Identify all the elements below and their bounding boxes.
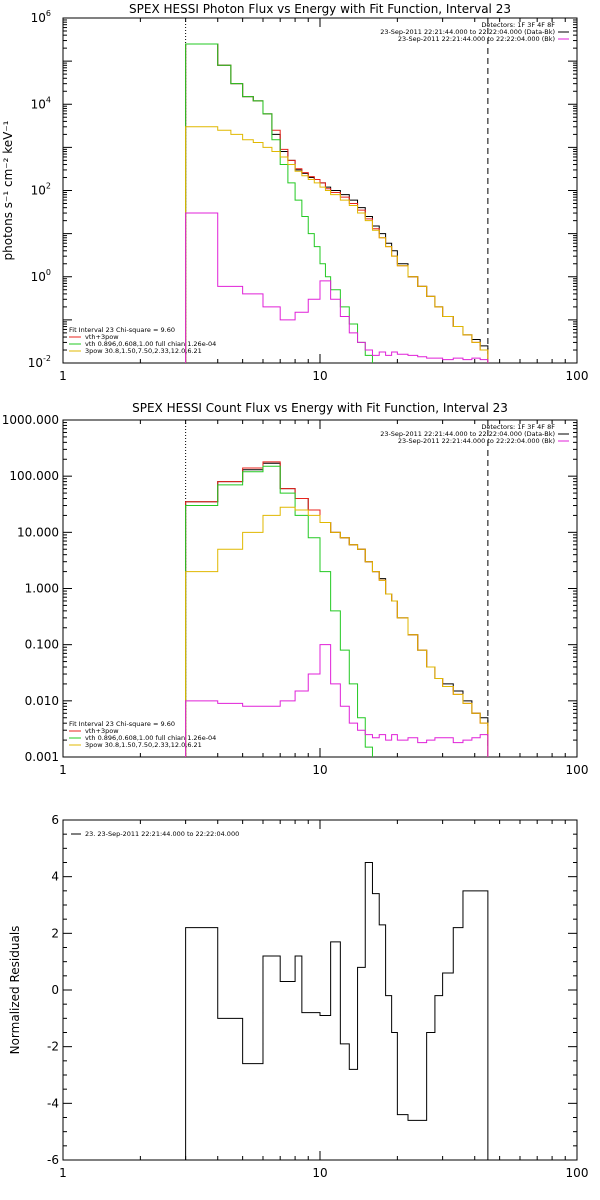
y-tick-label: 0.100 (25, 638, 59, 652)
y-tick-exponent: -2 (43, 354, 51, 363)
y-axis-label: photons s⁻¹ cm⁻² keV⁻¹ (1, 120, 15, 260)
series-group (185, 461, 489, 757)
y-tick-label: 4 (51, 870, 59, 884)
legend-entry: 23-Sep-2011 22:21:44.000 to 22:22:04.000… (380, 28, 555, 36)
series-group (185, 43, 489, 363)
x-tick-label: 1 (59, 763, 67, 777)
series-group (185, 862, 489, 1160)
legend-entry: vth 0.896,0.608,1.00 full chian 1.26e-04 (85, 734, 216, 742)
x-tick-label: 1 (59, 369, 67, 383)
x-tick-label: 10 (312, 763, 327, 777)
x-tick-label: 100 (566, 1166, 589, 1180)
y-tick-label: 0.001 (25, 750, 59, 764)
legend-entry: 23-Sep-2011 22:21:44.000 to 22:22:04.000… (380, 430, 555, 438)
y-tick-base: 10 (31, 97, 46, 111)
series-line-5 (185, 644, 489, 757)
y-tick-label: 0.010 (25, 694, 59, 708)
series-line-3 (185, 43, 373, 363)
y-tick-exponent: 4 (46, 95, 51, 104)
x-tick-label: 1 (59, 1166, 67, 1180)
chart-panel-1: SPEX HESSI Photon Flux vs Energy with Fi… (1, 2, 589, 383)
chart-panel-2: SPEX HESSI Count Flux vs Energy with Fit… (2, 401, 589, 777)
chart-title: SPEX HESSI Photon Flux vs Energy with Fi… (129, 2, 511, 16)
x-tick-label: 10 (312, 1166, 327, 1180)
plot-frame (62, 819, 578, 1161)
y-tick-label: 10-2 (28, 354, 51, 370)
y-tick-base: 10 (28, 356, 43, 370)
y-axis-label: Normalized Residuals (8, 926, 22, 1055)
legend-entry: Fit Interval 23 Chi-square = 9.60 (69, 720, 175, 728)
y-tick-label: 100.000 (9, 469, 59, 483)
x-tick-label: 100 (566, 763, 589, 777)
x-tick-label: 100 (566, 369, 589, 383)
legend-entry: Detectors: 1F 3F 4F 8F (481, 21, 555, 29)
series-line-4 (185, 506, 489, 757)
y-tick-base: 10 (31, 11, 46, 25)
y-tick-label: 0 (51, 983, 59, 997)
legend-entry: 23. 23-Sep-2011 22:21:44.000 to 22:22:04… (85, 830, 239, 838)
legend-entry: vth 0.896,0.608,1.00 full chian 1.26e-04 (85, 340, 216, 348)
plot-frame (62, 17, 578, 364)
legend-entry: 3pow 30.8,1.50,7.50,2.33,12.0,6.21 (85, 741, 202, 749)
legend-entry: 23-Sep-2011 22:21:44.000 to 22:22:04.000… (398, 437, 555, 445)
y-tick-label: 2 (51, 926, 59, 940)
y-tick-base: 10 (31, 184, 46, 198)
plot-frame (62, 419, 578, 758)
y-tick-label: -4 (47, 1096, 59, 1110)
legend-entry: Fit Interval 23 Chi-square = 9.60 (69, 326, 175, 334)
legend-entry: Detectors: 1F 3F 4F 8F (481, 423, 555, 431)
y-tick-label: -6 (47, 1153, 59, 1167)
y-tick-label: -2 (47, 1040, 59, 1054)
series-line-5 (185, 212, 489, 363)
legend-entry: vth+3pow (85, 727, 119, 735)
legend-entry: 23-Sep-2011 22:21:44.000 to 22:22:04.000… (398, 35, 555, 43)
legend-entry: vth+3pow (85, 333, 119, 341)
y-tick-base: 10 (31, 270, 46, 284)
y-tick-label: 106 (31, 9, 51, 25)
y-tick-label: 100 (31, 268, 51, 284)
x-tick-label: 10 (312, 369, 327, 383)
y-tick-exponent: 6 (46, 9, 51, 18)
y-tick-label: 104 (31, 95, 51, 111)
y-tick-label: 102 (31, 182, 51, 198)
y-tick-exponent: 2 (46, 182, 51, 191)
series-line-1 (185, 862, 489, 1160)
chart-title: SPEX HESSI Count Flux vs Energy with Fit… (132, 401, 508, 415)
y-tick-label: 10.000 (17, 525, 59, 539)
y-tick-exponent: 0 (46, 268, 51, 277)
series-line-3 (185, 465, 373, 757)
series-line-4 (185, 126, 489, 363)
y-tick-label: 1.000 (25, 582, 59, 596)
legend-entry: 3pow 30.8,1.50,7.50,2.33,12.0,6.21 (85, 347, 202, 355)
y-tick-label: 6 (51, 813, 59, 827)
chart-panel-3: 1 10 100 -6 -4 -2 0 2 4 6 Normalized Residuals 23. … (8, 813, 589, 1180)
y-tick-label: 1000.000 (2, 413, 59, 427)
